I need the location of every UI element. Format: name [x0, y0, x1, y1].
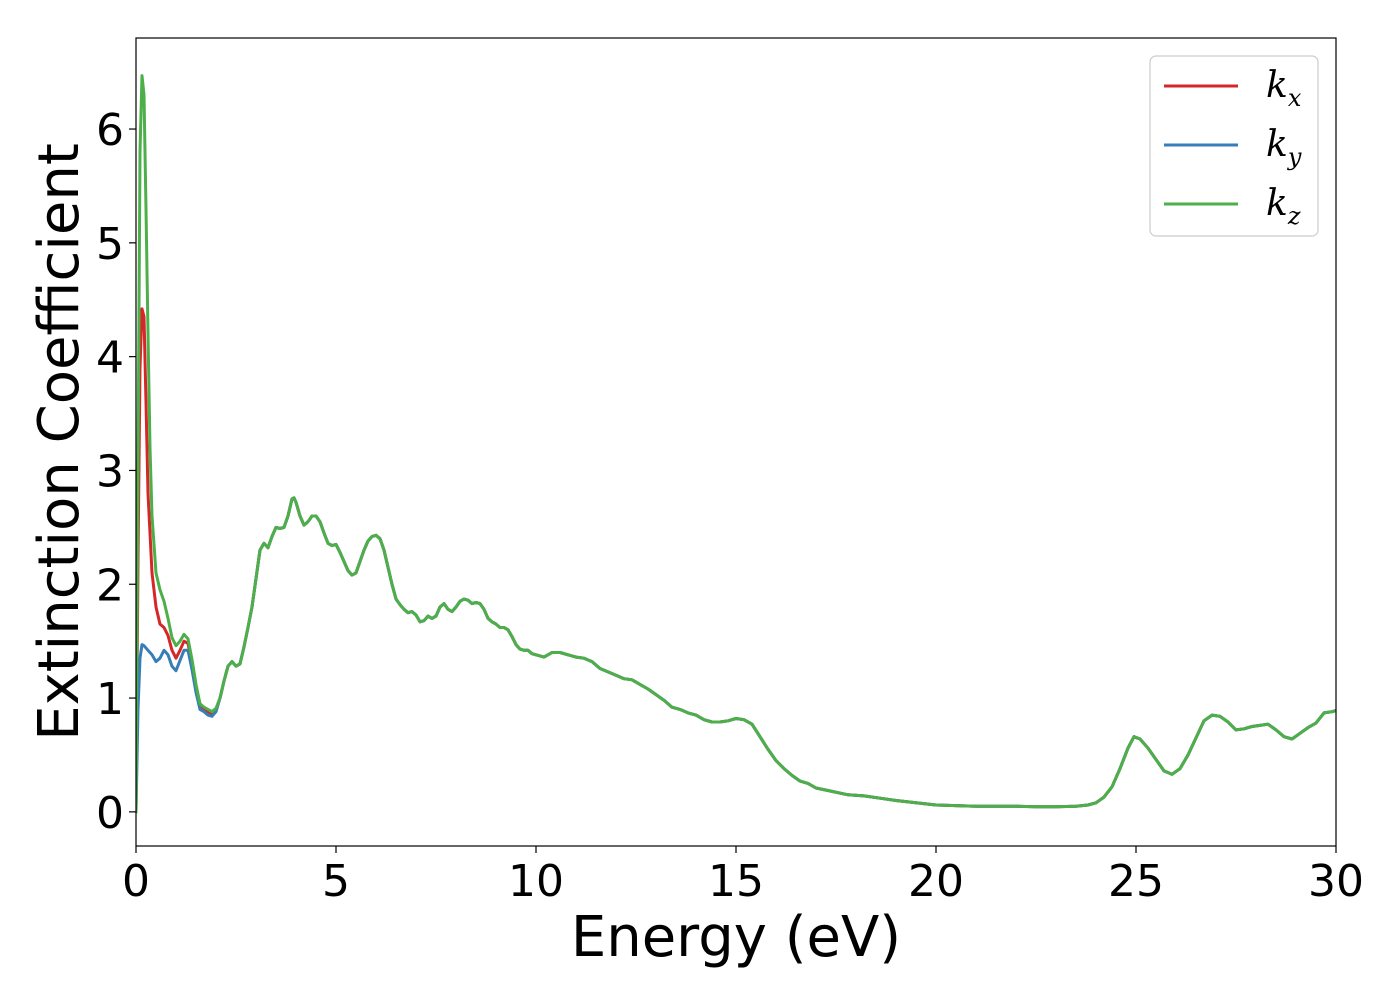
legend-label-kz: kz [1266, 183, 1301, 230]
y-tick-label: 6 [96, 105, 124, 156]
y-tick-label: 5 [96, 219, 124, 270]
x-tick-label: 5 [322, 856, 350, 907]
x-axis-ticks: 0 5 10 15 20 25 30 [122, 846, 1364, 907]
legend-label-ky: ky [1266, 124, 1302, 171]
y-tick-label: 3 [96, 446, 124, 497]
series-layer [136, 74, 1336, 814]
x-tick-label: 25 [1108, 856, 1164, 907]
y-tick-label: 4 [96, 333, 124, 384]
x-tick-label: 20 [908, 856, 964, 907]
y-axis-label: Extinction Coefficient [27, 143, 92, 741]
x-tick-label: 10 [508, 856, 564, 907]
y-tick-label: 2 [96, 560, 124, 611]
legend-label-kx: kx [1266, 65, 1302, 112]
y-axis-ticks: 0 1 2 3 4 5 6 [96, 105, 136, 839]
y-tick-label: 1 [96, 674, 124, 725]
x-axis-label: Energy (eV) [571, 905, 901, 970]
x-tick-label: 15 [708, 856, 764, 907]
legend: kx ky kz [1149, 55, 1319, 237]
x-tick-label: 0 [122, 856, 150, 907]
x-tick-label: 30 [1308, 856, 1364, 907]
y-tick-label: 0 [96, 788, 124, 839]
series-line-kz [136, 74, 1336, 814]
